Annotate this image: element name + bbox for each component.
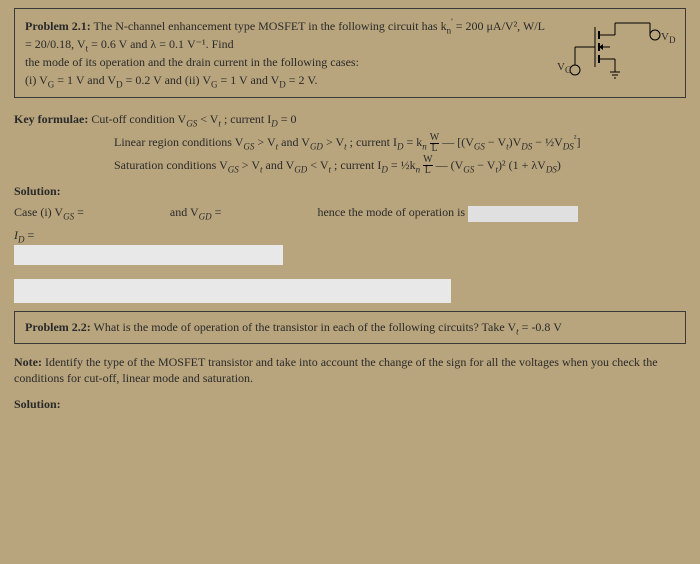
id-blank (14, 245, 283, 265)
solution-2-title: Solution: (14, 397, 686, 412)
case-ii-blank (14, 279, 451, 303)
problem-2-1-content: Problem 2.1: The N-channel enhancement t… (25, 17, 675, 89)
vg-label: VG (557, 61, 571, 73)
id-line: ID = (14, 228, 686, 243)
problem-2-1-text: Problem 2.1: The N-channel enhancement t… (25, 17, 547, 89)
problem-2-2-box: Problem 2.2: What is the mode of operati… (14, 311, 686, 344)
saturation-formula: Saturation conditions VGS > Vt and VGD <… (14, 154, 686, 177)
case-i-line: Case (i) VGS = and VGD = hence the mode … (14, 205, 686, 221)
vd-label: VD (661, 31, 675, 43)
key-formulae-block: Key formulae: Cut-off condition VGS < Vt… (14, 108, 686, 176)
linear-region-formula: Linear region conditions VGS > Vt and VG… (14, 131, 686, 154)
mosfet-circuit-diagram: VD VG (555, 17, 675, 89)
solution-block: Solution: Case (i) VGS = and VGD = hence… (14, 184, 686, 302)
solution-title: Solution: (14, 184, 686, 199)
problem-2-1-title: Problem 2.1: (25, 19, 91, 33)
problem-2-1-box: Problem 2.1: The N-channel enhancement t… (14, 8, 686, 98)
note-block: Note: Identify the type of the MOSFET tr… (14, 354, 686, 388)
mode-blank (468, 206, 578, 222)
